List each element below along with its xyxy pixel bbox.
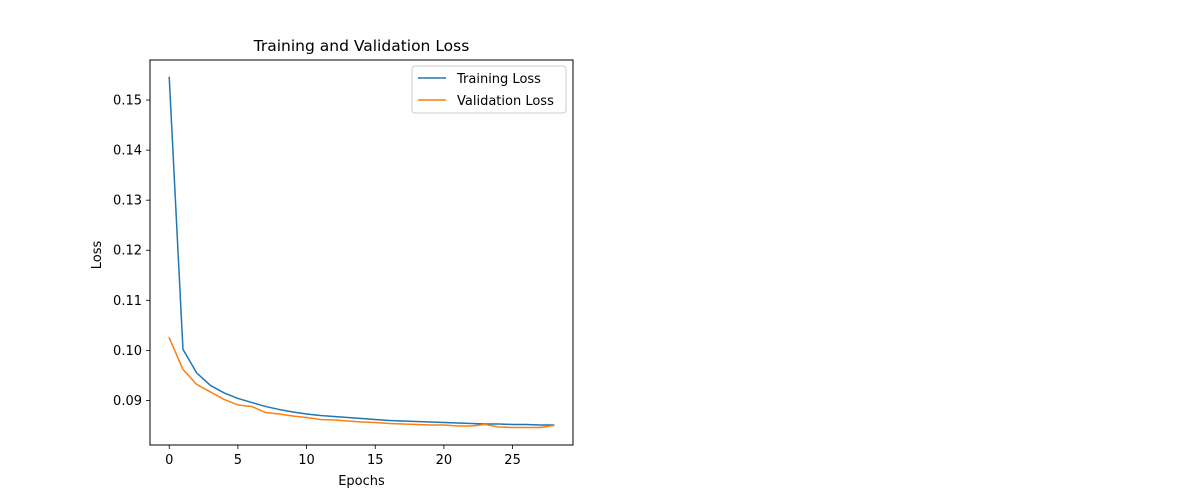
x-tick-label: 20 <box>436 453 453 468</box>
y-tick-label: 0.10 <box>113 344 142 359</box>
x-tick-label: 0 <box>165 453 173 468</box>
y-tick-label: 0.09 <box>113 394 142 409</box>
x-tick-label: 5 <box>234 453 242 468</box>
series-layer <box>168 76 555 429</box>
y-tick-label: 0.11 <box>113 294 142 309</box>
y-tick-label: 0.12 <box>113 244 142 259</box>
y-axis-ticks: 0.09 0.10 0.11 0.12 0.13 0.14 0.15 <box>113 94 150 409</box>
series-line-validation-loss <box>168 336 555 429</box>
x-tick-label: 25 <box>504 453 521 468</box>
series-line-training-loss <box>168 76 555 426</box>
legend-label-training-loss: Training Loss <box>456 72 541 87</box>
plot-frame <box>149 59 574 446</box>
chart-title: Training and Validation Loss <box>253 37 470 55</box>
y-tick-label: 0.14 <box>113 144 142 159</box>
x-axis-ticks: 0 5 10 15 20 25 <box>165 445 521 468</box>
x-tick-label: 10 <box>298 453 315 468</box>
x-tick-label: 15 <box>367 453 384 468</box>
legend-label-validation-loss: Validation Loss <box>457 94 554 109</box>
x-axis-label: Epochs <box>338 474 385 489</box>
legend-box <box>411 65 567 114</box>
legend: Training Loss Validation Loss <box>411 65 567 114</box>
plot-area-background <box>150 60 573 445</box>
y-tick-label: 0.15 <box>113 94 142 109</box>
y-axis-label: Loss <box>90 241 105 270</box>
y-tick-label: 0.13 <box>113 194 142 209</box>
